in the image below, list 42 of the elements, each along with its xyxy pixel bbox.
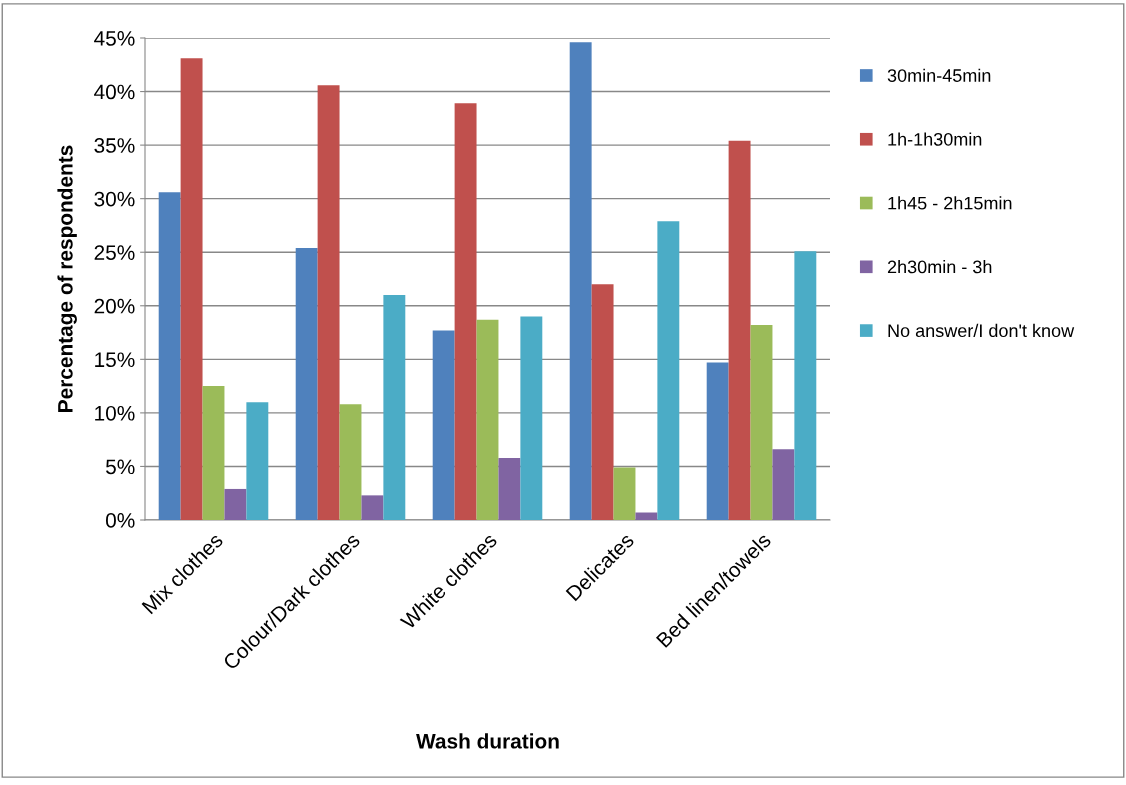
y-axis-title: Percentage of respondents xyxy=(57,145,77,412)
y-tick-label: 25% xyxy=(94,245,135,260)
bar xyxy=(706,362,729,520)
bar xyxy=(202,386,225,520)
bar xyxy=(224,488,247,520)
bar xyxy=(498,457,521,520)
bar xyxy=(635,512,658,520)
bar xyxy=(569,42,592,520)
y-tick-label: 20% xyxy=(94,298,135,314)
bar xyxy=(728,140,751,520)
y-tick-label: 45% xyxy=(94,31,135,46)
bar xyxy=(383,295,406,520)
bar xyxy=(750,325,773,520)
bar xyxy=(520,316,543,520)
y-tick-label: 0% xyxy=(105,513,135,528)
bar xyxy=(772,449,795,520)
legend-label: 1h-1h30min xyxy=(888,132,982,146)
legend-label: 2h30min - 3h xyxy=(887,260,992,274)
y-tick-label: 30% xyxy=(94,191,135,207)
bar xyxy=(476,319,499,520)
bar xyxy=(158,192,181,520)
bar xyxy=(794,251,817,520)
bar xyxy=(361,495,384,520)
y-tick-label: 15% xyxy=(95,352,135,368)
bar xyxy=(454,103,477,520)
bar xyxy=(432,330,455,520)
y-tick-label: 40% xyxy=(94,84,135,100)
legend-label: 30min-45min xyxy=(887,68,991,82)
x-axis-title: Wash duration xyxy=(416,733,559,749)
bar xyxy=(591,284,614,520)
bar xyxy=(180,58,203,520)
bar xyxy=(657,221,680,520)
y-tick-label: 5% xyxy=(106,459,135,475)
bar xyxy=(317,85,340,520)
bar xyxy=(613,467,636,520)
bar xyxy=(295,247,318,520)
bar xyxy=(339,404,362,520)
y-tick-label: 35% xyxy=(94,138,135,153)
bar xyxy=(246,402,269,520)
legend-label: 1h45 - 2h15min xyxy=(888,196,1012,210)
legend-label: No answer/I don't know xyxy=(888,323,1075,338)
y-tick-label: 10% xyxy=(95,405,135,421)
